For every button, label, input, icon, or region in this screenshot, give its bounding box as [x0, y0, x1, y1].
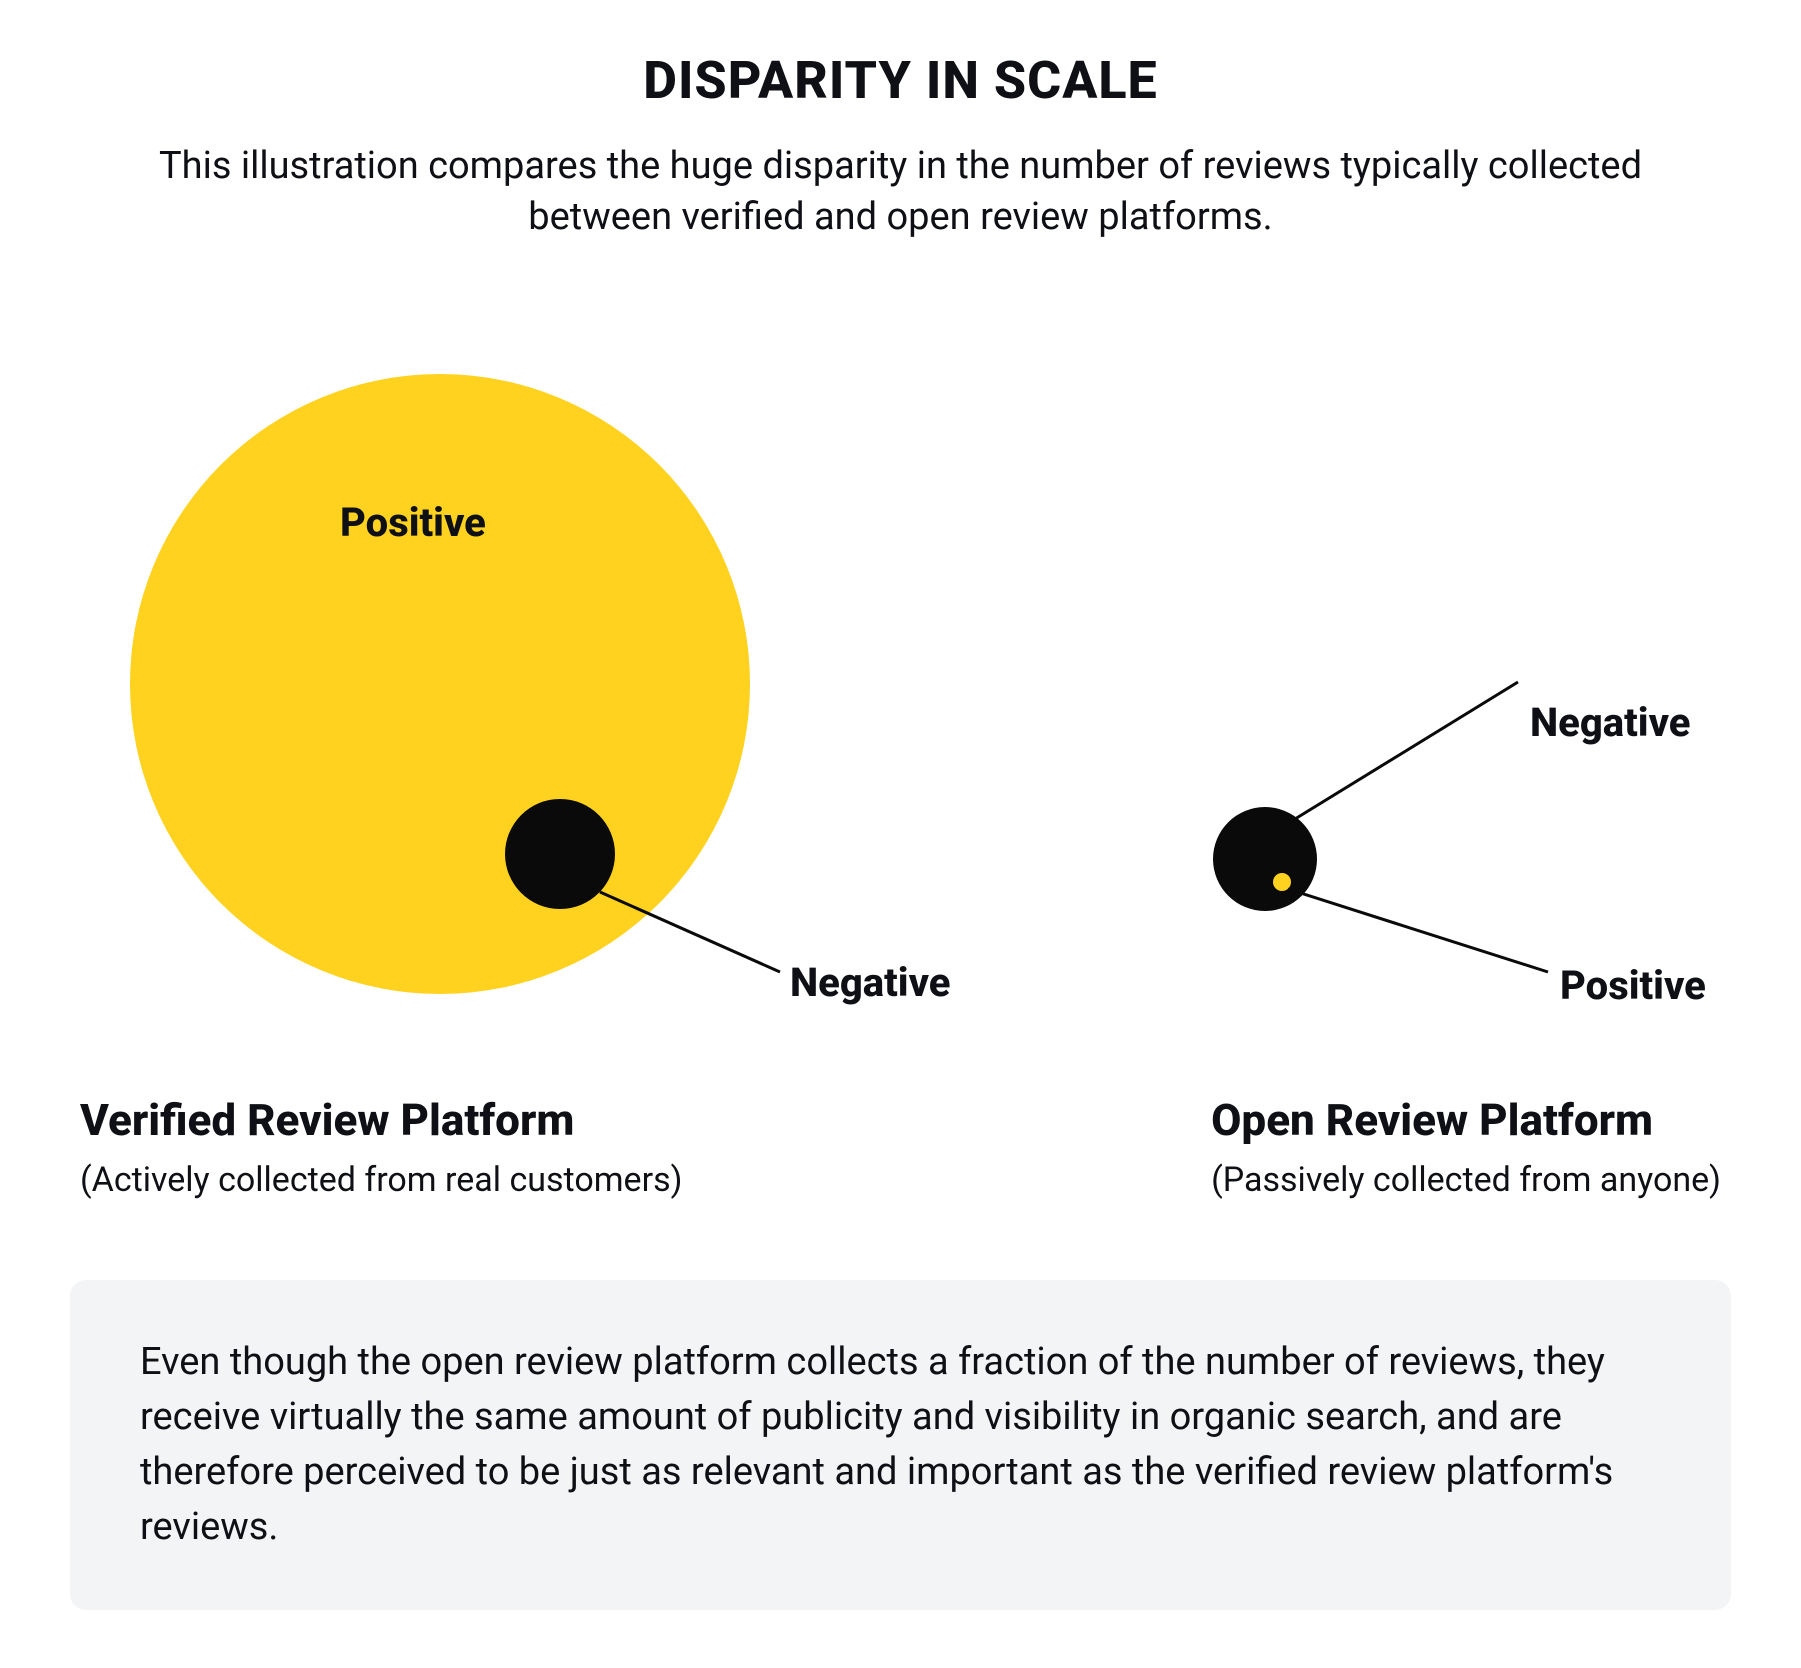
- open-platform-title: Open Review Platform: [1211, 1094, 1721, 1146]
- diagram-area: Positive Negative Negative Positive: [70, 294, 1731, 1094]
- open-negative-circle: [1213, 807, 1317, 911]
- open-negative-label: Negative: [1530, 699, 1690, 746]
- verified-platform-sub: (Actively collected from real customers): [80, 1160, 683, 1200]
- open-positive-label: Positive: [1560, 962, 1706, 1009]
- footer-note: Even though the open review platform col…: [70, 1280, 1731, 1610]
- open-caption: Open Review Platform (Passively collecte…: [1211, 1094, 1721, 1200]
- page-title: DISPARITY IN SCALE: [70, 50, 1731, 111]
- verified-positive-circle: [130, 374, 750, 994]
- page-subtitle: This illustration compares the huge disp…: [151, 141, 1651, 244]
- verified-negative-circle: [505, 799, 615, 909]
- open-platform-sub: (Passively collected from anyone): [1211, 1160, 1721, 1200]
- verified-positive-label: Positive: [340, 499, 486, 546]
- open-negative-leader-line: [1295, 682, 1518, 819]
- open-positive-leader-line: [1288, 889, 1548, 972]
- verified-negative-label: Negative: [790, 959, 950, 1006]
- verified-platform-title: Verified Review Platform: [80, 1094, 683, 1146]
- verified-negative-leader-line: [600, 892, 780, 972]
- verified-caption: Verified Review Platform (Actively colle…: [80, 1094, 683, 1200]
- caption-row: Verified Review Platform (Actively colle…: [70, 1094, 1731, 1200]
